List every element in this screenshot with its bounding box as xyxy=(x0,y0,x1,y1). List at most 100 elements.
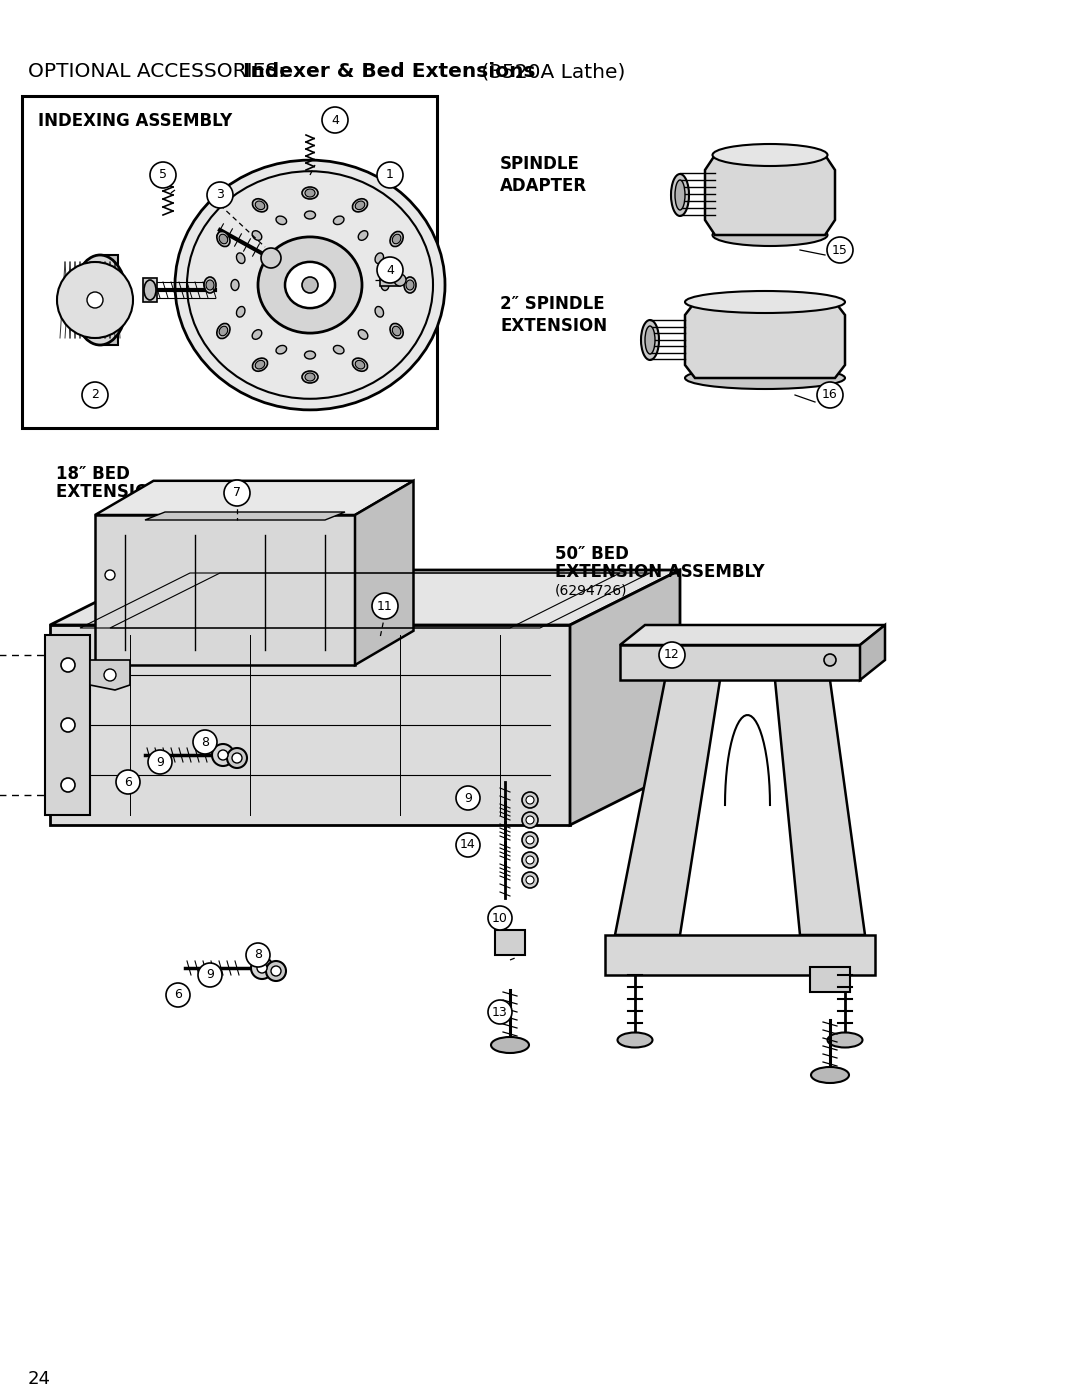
Circle shape xyxy=(456,833,480,856)
Polygon shape xyxy=(860,624,885,680)
Polygon shape xyxy=(95,481,414,515)
Ellipse shape xyxy=(334,217,345,225)
Ellipse shape xyxy=(253,198,268,212)
Circle shape xyxy=(664,654,676,666)
Ellipse shape xyxy=(305,351,315,359)
Circle shape xyxy=(60,718,75,732)
Circle shape xyxy=(522,792,538,807)
Circle shape xyxy=(82,381,108,408)
Text: 2: 2 xyxy=(91,388,99,401)
Circle shape xyxy=(207,182,233,208)
Polygon shape xyxy=(705,155,835,235)
Text: 1: 1 xyxy=(386,169,394,182)
Text: 13: 13 xyxy=(492,1006,508,1018)
Circle shape xyxy=(659,643,685,668)
Ellipse shape xyxy=(404,277,416,293)
Ellipse shape xyxy=(375,306,383,317)
Text: 16: 16 xyxy=(822,388,838,401)
Text: OPTIONAL ACCESSORIES:: OPTIONAL ACCESSORIES: xyxy=(28,61,298,81)
Text: 6: 6 xyxy=(124,775,132,788)
Text: 7: 7 xyxy=(233,486,241,500)
Ellipse shape xyxy=(231,279,239,291)
Ellipse shape xyxy=(276,345,286,353)
Ellipse shape xyxy=(491,1037,529,1053)
Ellipse shape xyxy=(713,144,827,166)
Ellipse shape xyxy=(305,211,315,219)
Text: 6: 6 xyxy=(174,989,181,1002)
Ellipse shape xyxy=(352,358,367,372)
Ellipse shape xyxy=(237,253,245,264)
Ellipse shape xyxy=(675,180,685,210)
Ellipse shape xyxy=(302,372,318,383)
Circle shape xyxy=(266,961,286,981)
Ellipse shape xyxy=(352,198,367,212)
Ellipse shape xyxy=(285,261,335,309)
Ellipse shape xyxy=(392,327,401,335)
Ellipse shape xyxy=(811,1067,849,1083)
Ellipse shape xyxy=(217,324,230,338)
Circle shape xyxy=(166,983,190,1007)
Bar xyxy=(22,96,437,427)
Circle shape xyxy=(394,274,406,286)
Circle shape xyxy=(150,162,176,189)
Circle shape xyxy=(105,570,114,580)
Polygon shape xyxy=(775,680,865,935)
Bar xyxy=(495,930,525,956)
Ellipse shape xyxy=(671,175,689,217)
Ellipse shape xyxy=(302,187,318,198)
Polygon shape xyxy=(570,570,680,826)
Circle shape xyxy=(198,963,222,988)
Text: 9: 9 xyxy=(206,968,214,982)
Polygon shape xyxy=(95,515,355,665)
Circle shape xyxy=(816,381,843,408)
Circle shape xyxy=(372,592,399,619)
Polygon shape xyxy=(620,624,885,645)
Text: 8: 8 xyxy=(201,735,210,749)
Circle shape xyxy=(218,750,228,760)
Circle shape xyxy=(60,778,75,792)
Polygon shape xyxy=(615,680,720,935)
Circle shape xyxy=(526,796,534,805)
Polygon shape xyxy=(145,511,345,520)
Text: (6294727): (6294727) xyxy=(316,483,393,497)
Text: 8: 8 xyxy=(254,949,262,961)
Ellipse shape xyxy=(253,358,268,372)
Text: INDEXING ASSEMBLY: INDEXING ASSEMBLY xyxy=(38,112,232,130)
FancyBboxPatch shape xyxy=(100,256,118,345)
Circle shape xyxy=(251,957,273,979)
Ellipse shape xyxy=(305,373,315,381)
Polygon shape xyxy=(605,935,875,975)
Ellipse shape xyxy=(72,256,127,345)
Text: (6294726): (6294726) xyxy=(555,583,627,597)
Ellipse shape xyxy=(359,330,368,339)
Ellipse shape xyxy=(381,279,389,291)
Circle shape xyxy=(271,965,281,977)
Circle shape xyxy=(212,745,234,766)
Ellipse shape xyxy=(258,237,362,332)
Circle shape xyxy=(60,658,75,672)
Circle shape xyxy=(526,856,534,863)
Text: 10: 10 xyxy=(492,911,508,925)
Text: 9: 9 xyxy=(464,792,472,805)
Text: EXTENSION ASSEMBLY: EXTENSION ASSEMBLY xyxy=(555,563,765,581)
Ellipse shape xyxy=(827,1032,863,1048)
Ellipse shape xyxy=(406,279,414,291)
Bar xyxy=(380,274,400,286)
Circle shape xyxy=(522,852,538,868)
Ellipse shape xyxy=(618,1032,652,1048)
Circle shape xyxy=(526,835,534,844)
Ellipse shape xyxy=(144,279,156,300)
Circle shape xyxy=(246,943,270,967)
Ellipse shape xyxy=(206,279,214,291)
Ellipse shape xyxy=(642,320,659,360)
Ellipse shape xyxy=(713,224,827,246)
Ellipse shape xyxy=(359,231,368,240)
Circle shape xyxy=(526,876,534,884)
Ellipse shape xyxy=(252,330,261,339)
Text: 5: 5 xyxy=(159,169,167,182)
Text: 4: 4 xyxy=(332,113,339,127)
Ellipse shape xyxy=(217,232,230,246)
Polygon shape xyxy=(685,690,795,925)
Text: 11: 11 xyxy=(377,599,393,612)
Text: 15: 15 xyxy=(832,243,848,257)
